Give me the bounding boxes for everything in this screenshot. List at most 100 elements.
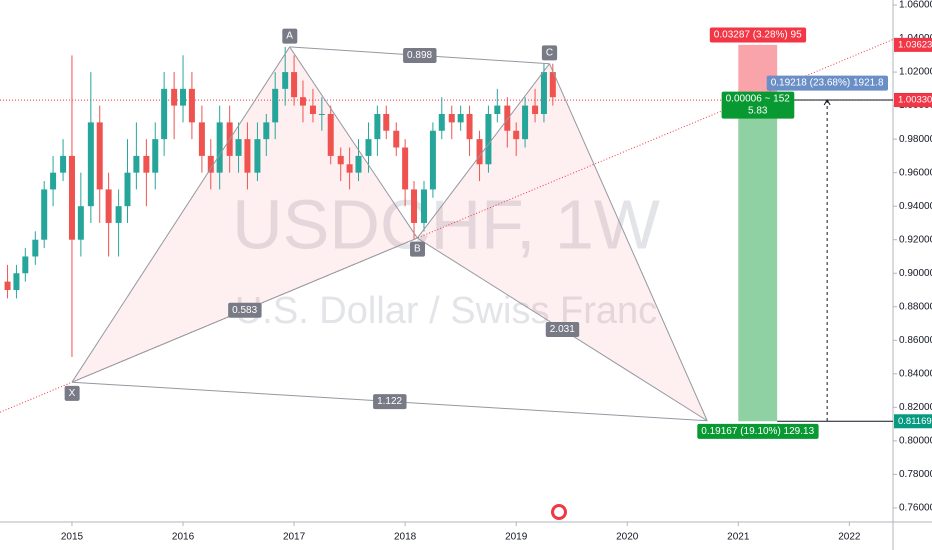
price-label: 0.81169: [898, 416, 932, 427]
measure-label-bg: [766, 75, 889, 91]
candle-body: [50, 172, 57, 190]
candle-body: [383, 113, 390, 131]
candle-body: [254, 139, 261, 173]
candle-body: [115, 206, 122, 223]
candle-body: [411, 189, 418, 223]
point-label-bg: [410, 241, 426, 257]
candle-body: [161, 88, 168, 140]
ratio-label: 0.583: [228, 302, 262, 318]
point-label-text: X: [69, 388, 76, 399]
point-label-bg: [282, 28, 298, 44]
ratio-label-bg: [403, 47, 437, 63]
target-zone: [738, 99, 778, 422]
x-tick-label: 2016: [172, 532, 195, 543]
candle-body: [152, 139, 159, 173]
candle-body: [522, 105, 529, 140]
candle-body: [318, 113, 325, 115]
candle-body: [513, 130, 520, 140]
point-label: X: [64, 385, 80, 401]
candle-body: [124, 172, 131, 207]
candle-body: [438, 113, 445, 131]
y-tick-label: 0.96000: [899, 167, 932, 178]
ratio-label-text: 0.583: [232, 305, 257, 316]
price-label-bg: [894, 414, 932, 429]
candle-body: [198, 122, 205, 156]
candle-body: [244, 139, 251, 173]
candle-body: [299, 97, 306, 106]
overlay: 0.583 0.898 2.031 1.122 X A B C 0.03287 (3.28%) …: [64, 27, 893, 439]
y-tick-label: 0.88000: [899, 301, 932, 312]
candle-body: [402, 147, 409, 190]
candle-body: [41, 189, 48, 240]
candle-body: [13, 273, 20, 290]
entry-sublabel-text: 5.83: [748, 106, 768, 117]
x-tick-label: 2019: [505, 532, 528, 543]
candle-body: [365, 139, 372, 156]
y-tick-label: 0.94000: [899, 201, 932, 212]
x-tick-label: 2021: [727, 532, 750, 543]
x-tick-label: 2017: [283, 532, 306, 543]
candle-body: [309, 105, 316, 114]
y-tick-label: 0.90000: [899, 268, 932, 279]
event-flag-inner: [554, 507, 564, 517]
candle-body: [549, 72, 556, 98]
watermark: USDCHF, 1W U.S. Dollar / Swiss Franc: [232, 185, 660, 332]
ratio-label-text: 2.031: [550, 324, 575, 335]
candle-body: [171, 88, 178, 106]
ratio-label-text: 1.122: [377, 396, 402, 407]
candle-body: [429, 130, 436, 190]
candle-body: [466, 113, 473, 140]
x-tick-label: 2018: [394, 532, 417, 543]
price-label-bg: [894, 37, 932, 52]
candle-body: [105, 189, 112, 223]
x-tick-label: 2015: [61, 532, 84, 543]
ratio-label-bg: [545, 322, 580, 338]
candle-body: [393, 130, 400, 148]
candle-body: [476, 139, 483, 165]
candle-body: [77, 206, 84, 240]
point-label-text: A: [286, 31, 293, 42]
candle-body: [485, 113, 492, 165]
ratio-label: 2.031: [545, 322, 580, 338]
y-tick-label: 0.98000: [899, 134, 932, 145]
candle-body: [346, 164, 353, 173]
watermark-symbol: USDCHF, 1W: [232, 185, 660, 263]
candle-body: [532, 105, 539, 114]
candle-body: [282, 72, 289, 89]
y-tick-label: 0.80000: [899, 436, 932, 447]
watermark-description: U.S. Dollar / Swiss Franc: [235, 290, 657, 332]
candle-body: [504, 105, 511, 131]
pattern-leg: [71, 46, 291, 383]
price-label: 1.00330: [898, 95, 932, 106]
candle-body: [421, 189, 428, 223]
measure-label-text: 0.19218 (23.68%) 1921.8: [771, 78, 884, 89]
target-label: 0.19167 (19.10%) 129.13: [697, 423, 819, 439]
candle-body: [188, 88, 195, 123]
y-tick-label: 0.82000: [899, 402, 932, 413]
ratio-label: 1.122: [373, 394, 407, 410]
point-label-text: C: [546, 47, 553, 58]
y-tick-label: 1.06000: [899, 0, 932, 11]
ratio-label: 0.898: [403, 47, 437, 63]
y-tick-label: 0.78000: [899, 469, 932, 480]
candle-body: [235, 139, 242, 156]
candle-body: [96, 122, 103, 190]
target-label-bg: [697, 423, 819, 439]
candle-body: [133, 155, 140, 173]
candle-body: [374, 113, 381, 140]
stop-label-bg: [709, 27, 807, 43]
measure-label: 0.19218 (23.68%) 1921.8: [766, 75, 889, 91]
price-label-bg: [894, 93, 932, 108]
y-tick-label: 1.02000: [899, 67, 932, 78]
ratio-label-text: 0.898: [407, 50, 432, 61]
candle-body: [143, 155, 150, 173]
candle-body: [32, 239, 39, 257]
candle-body: [207, 155, 214, 173]
candle-body: [355, 155, 362, 173]
point-label-text: B: [414, 244, 421, 255]
candle-body: [263, 122, 270, 140]
candle-body: [494, 105, 501, 114]
entry-label-bg: [721, 91, 795, 119]
